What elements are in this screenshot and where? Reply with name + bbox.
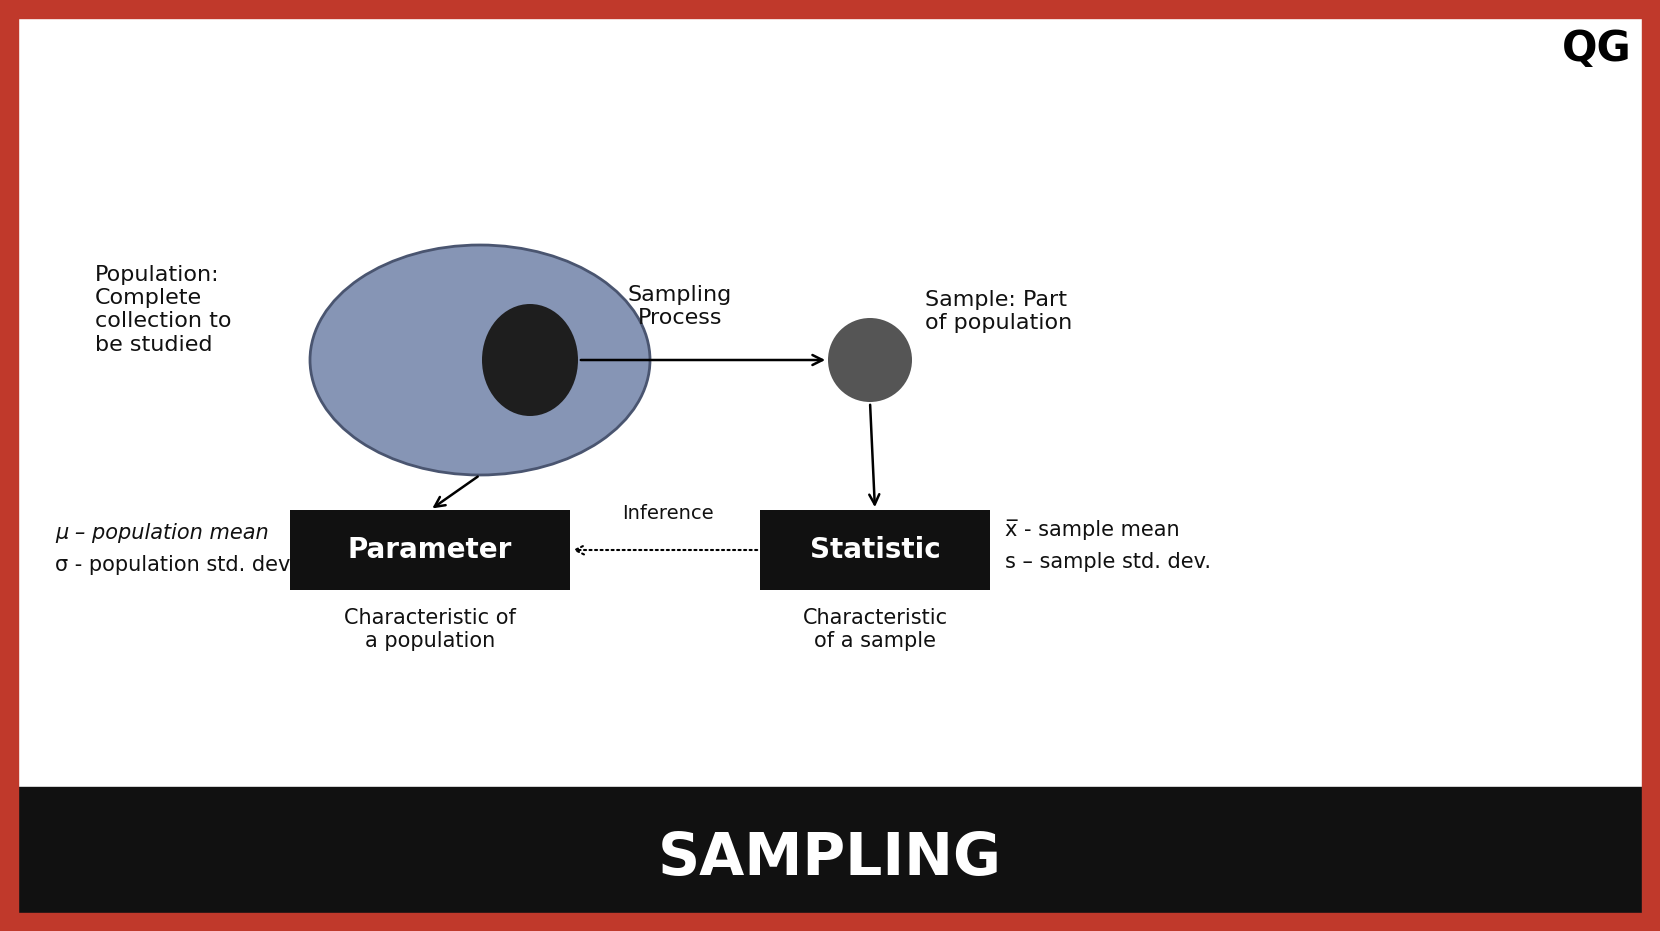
Circle shape xyxy=(828,318,911,402)
Bar xyxy=(760,510,989,590)
Text: Inference: Inference xyxy=(622,504,714,523)
Text: SAMPLING: SAMPLING xyxy=(657,830,1003,887)
Text: Sampling
Process: Sampling Process xyxy=(627,285,732,329)
Ellipse shape xyxy=(481,304,578,416)
Text: x̅ - sample mean: x̅ - sample mean xyxy=(1004,519,1180,540)
Bar xyxy=(290,510,569,590)
Text: Characteristic
of a sample: Characteristic of a sample xyxy=(802,608,948,651)
Bar xyxy=(0,0,18,931)
Text: Population:
Complete
collection to
be studied: Population: Complete collection to be st… xyxy=(95,265,231,355)
Text: s – sample std. dev.: s – sample std. dev. xyxy=(1004,552,1212,572)
Text: QG: QG xyxy=(1562,28,1632,70)
Text: σ - population std. dev.: σ - population std. dev. xyxy=(55,555,295,575)
Bar xyxy=(0,787,1660,931)
Text: Sample: Part
of population: Sample: Part of population xyxy=(925,290,1072,333)
Bar xyxy=(1642,0,1660,931)
Text: Statistic: Statistic xyxy=(810,536,940,564)
Text: Parameter: Parameter xyxy=(349,536,513,564)
Text: Characteristic of
a population: Characteristic of a population xyxy=(344,608,516,651)
Bar xyxy=(0,0,1660,18)
Bar xyxy=(0,913,1660,931)
Ellipse shape xyxy=(310,245,651,475)
Text: μ – population mean: μ – population mean xyxy=(55,523,269,543)
